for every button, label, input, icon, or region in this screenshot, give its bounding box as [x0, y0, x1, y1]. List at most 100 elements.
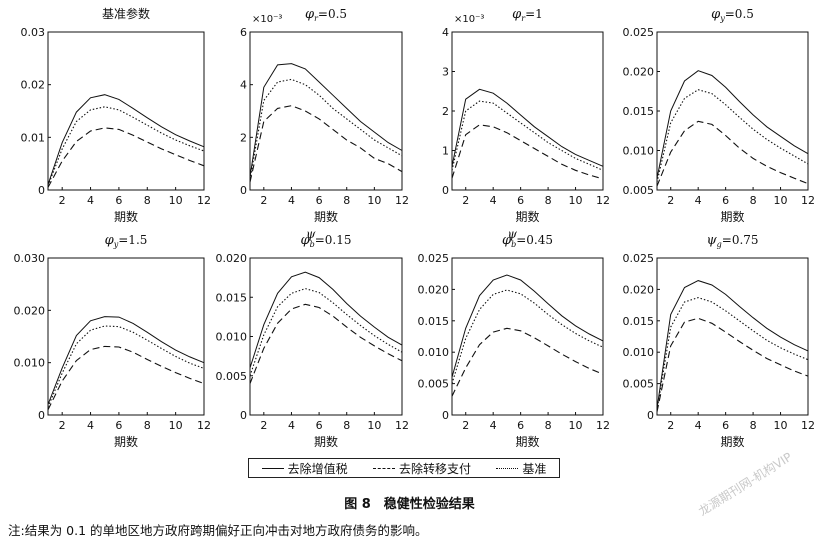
panel-title: 基准参数	[102, 6, 150, 21]
legend-item-solid: 去除增值税	[261, 460, 348, 477]
y-tick-label: 0.015	[623, 315, 655, 328]
series-line-dotted	[656, 297, 809, 411]
y-tick-label: 0.025	[623, 26, 655, 39]
x-tick-label: 4	[288, 194, 295, 207]
x-tick-label: 8	[750, 194, 757, 207]
x-axis-label: 期数	[515, 209, 539, 224]
y-tick-label: 0.005	[623, 184, 655, 197]
x-tick-label: 10	[569, 419, 583, 432]
y-tick-label: 0.020	[623, 283, 655, 296]
y-tick-label: 0.010	[216, 331, 248, 344]
plot-frame	[451, 31, 604, 191]
plot-frame	[249, 31, 403, 191]
legend-label: 去除增值税	[287, 461, 348, 476]
series-line-dashed	[656, 120, 809, 187]
series-line-dotted	[47, 325, 205, 408]
y-tick-label: 2	[442, 105, 449, 118]
y-tick-label: 3	[442, 66, 449, 79]
series-line-dashed	[656, 317, 809, 413]
y-tick-label: 0.020	[14, 304, 46, 317]
x-tick-label: 10	[169, 194, 183, 207]
y-tick-label: 4	[442, 26, 449, 39]
figure-note: 注:结果为 0.1 的单地区地方政府跨期偏好正向冲击对地方政府债务的影响。	[8, 523, 428, 538]
plot-frame	[249, 257, 403, 416]
y-tick-label: 0.005	[418, 378, 450, 391]
x-tick-label: 6	[316, 419, 323, 432]
plot-frame	[656, 257, 809, 416]
legend-item-dashed: 去除转移支付	[372, 460, 471, 477]
x-tick-label: 12	[596, 419, 610, 432]
y-tick-label: 0.025	[418, 252, 450, 265]
scale-label: ×10⁻³	[252, 14, 282, 25]
series-line-dotted	[451, 100, 604, 171]
y-tick-label: 0	[442, 409, 449, 422]
x-tick-label: 12	[395, 194, 409, 207]
y-tick-label: 0.01	[21, 131, 46, 144]
panel-title: φy=1.5	[105, 233, 148, 249]
series-line-solid	[656, 280, 809, 409]
chart-panel: 0 0.005 0.010 0.015 0.020 2 4 6 8 10 12 期数 φb=0.15ψ	[216, 227, 410, 449]
x-axis-label: 期数	[515, 434, 539, 449]
y-tick-label: 0.020	[623, 66, 655, 79]
y-tick-label: 0.025	[623, 252, 655, 265]
y-tick-label: 0.005	[623, 378, 655, 391]
series-line-dashed	[249, 105, 403, 183]
chart-panel: 0 0.005 0.010 0.015 0.020 0.025 2 4 6 8 10 12 期数 ψg=0…	[623, 233, 816, 449]
x-tick-label: 8	[343, 194, 350, 207]
y-tick-label: 0	[38, 184, 45, 197]
plot-frame	[656, 31, 809, 191]
x-tick-label: 2	[462, 194, 469, 207]
series-line-solid	[451, 88, 604, 167]
x-tick-label: 2	[59, 419, 66, 432]
x-tick-label: 4	[490, 419, 497, 432]
x-tick-label: 4	[288, 419, 295, 432]
series-line-dotted	[249, 78, 403, 180]
x-tick-label: 10	[569, 194, 583, 207]
x-tick-label: 6	[115, 419, 122, 432]
x-axis-label: 期数	[720, 209, 744, 224]
x-tick-label: 8	[545, 419, 552, 432]
x-tick-label: 12	[801, 194, 815, 207]
chart-panel: 0 0.010 0.020 0.030 2 4 6 8 10 12 期数 φy=1.5	[14, 233, 212, 449]
series-line-dashed	[451, 327, 604, 397]
y-tick-label: 0.020	[418, 283, 450, 296]
x-axis-label: 期数	[720, 434, 744, 449]
panel-title: φy=0.5	[711, 7, 754, 23]
x-tick-label: 4	[87, 419, 94, 432]
x-tick-label: 8	[343, 419, 350, 432]
panel-title: φr=0.5	[305, 7, 347, 23]
x-tick-label: 8	[144, 419, 151, 432]
x-tick-label: 4	[490, 194, 497, 207]
y-tick-label: 2	[240, 131, 247, 144]
y-tick-label: 0.03	[21, 26, 46, 39]
figure-caption: 图 8 稳健性检验结果	[344, 497, 475, 512]
y-tick-label: 0.02	[21, 79, 46, 92]
x-axis-label: 期数	[114, 434, 138, 449]
solid-line-icon	[261, 467, 284, 469]
plot-frame	[47, 257, 205, 416]
x-tick-label: 2	[59, 194, 66, 207]
x-tick-label: 12	[197, 194, 211, 207]
y-tick-label: 0.010	[418, 346, 450, 359]
x-tick-label: 4	[695, 419, 702, 432]
x-tick-label: 2	[462, 419, 469, 432]
y-tick-label: 0.005	[216, 370, 248, 383]
panel-title: φb=0.45	[502, 233, 553, 249]
x-tick-label: 10	[169, 419, 183, 432]
y-tick-label: 1	[442, 145, 449, 158]
legend-item-dotted: 基准	[496, 460, 546, 477]
x-tick-label: 4	[87, 194, 94, 207]
x-tick-label: 6	[722, 194, 729, 207]
y-tick-label: 0	[240, 409, 247, 422]
chart-panel: 0.005 0.010 0.015 0.020 0.025 2 4 6 8 10 12 期数 φy=0.…	[623, 7, 816, 224]
x-tick-label: 6	[517, 419, 524, 432]
panel-title: ψg=0.75	[706, 233, 758, 249]
chart-panel: 0 0.01 0.02 0.03 2 4 6 8 10 12 期数 基准参数	[21, 6, 212, 224]
legend: 去除增值税 去除转移支付 基准	[248, 458, 560, 478]
series-line-dotted	[656, 89, 809, 183]
dashed-line-icon	[372, 467, 395, 469]
series-line-dashed	[451, 124, 604, 180]
